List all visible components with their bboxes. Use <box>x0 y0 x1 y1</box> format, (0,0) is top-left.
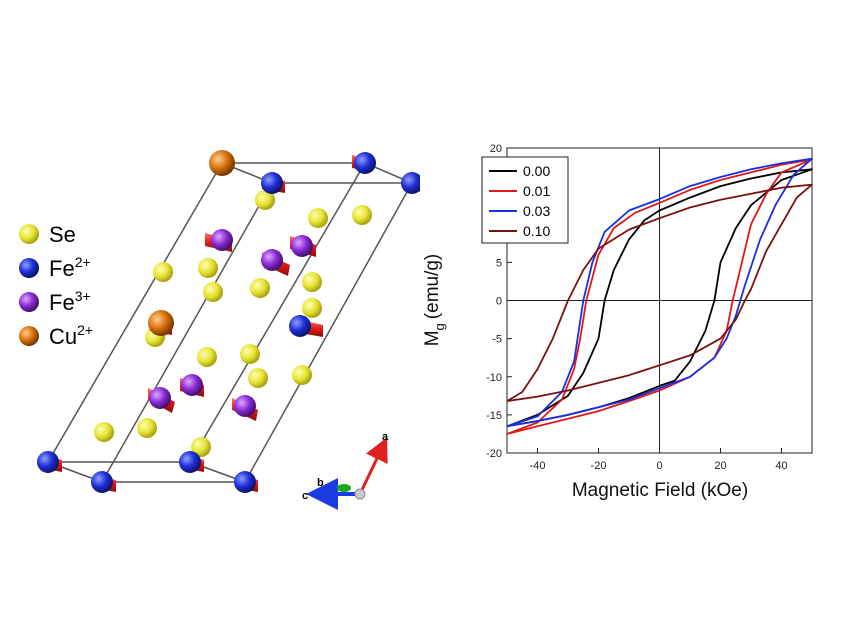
axis-c-label: c <box>302 490 308 502</box>
x-tick-label: -40 <box>530 460 546 472</box>
y-tick-label: 15 <box>490 181 502 193</box>
y-axis-label-main: M <box>422 330 443 346</box>
legend-box <box>481 156 569 244</box>
series-line-0.03 <box>506 157 813 428</box>
key-element: Cu <box>49 324 77 349</box>
legend: 0.00 0.01 0.03 0.10 <box>481 156 569 244</box>
key-charge: 3+ <box>75 288 91 304</box>
plot-frame <box>506 147 813 454</box>
y-axis-label-sub: g <box>432 323 447 330</box>
y-tick-label: 20 <box>490 143 502 155</box>
legend-label-0.10: 0.10 <box>523 223 550 239</box>
y-tick-label: 5 <box>496 257 502 269</box>
x-tick-label: 40 <box>775 460 787 472</box>
y-tick-label: -20 <box>486 448 502 460</box>
x-tick-label: -20 <box>591 460 607 472</box>
svg-text:Mg(emu/g): Mg (emu/g) <box>422 254 447 347</box>
cu2-atoms <box>148 150 235 336</box>
axes-triad: a b c <box>302 431 389 510</box>
y-tick-label: -5 <box>492 334 502 346</box>
y-axis-label-unit: (emu/g) <box>422 254 443 319</box>
key-label-2: Fe3+ <box>49 288 91 315</box>
y-tick-label: 10 <box>490 219 502 231</box>
fe3-atoms <box>149 229 313 417</box>
legend-label-0.00: 0.00 <box>523 163 550 179</box>
key-label-3: Cu2+ <box>49 322 93 349</box>
key-swatch-0 <box>19 224 39 244</box>
legend-label-0.03: 0.03 <box>523 203 550 219</box>
key-swatch-3 <box>19 326 39 346</box>
x-axis-label: Magnetic Field (kOe) <box>572 480 748 501</box>
x-tick-label: 0 <box>656 460 662 472</box>
y-tick-label: -10 <box>486 372 502 384</box>
y-tick-label: 0 <box>496 296 502 308</box>
plot-border <box>506 147 813 454</box>
series-line-0.00 <box>506 168 813 428</box>
key-label-1: Fe2+ <box>49 254 91 281</box>
series-line-0.01 <box>506 158 813 435</box>
x-tick-label: 20 <box>714 460 726 472</box>
legend-label-0.01: 0.01 <box>523 183 550 199</box>
series-group <box>506 157 813 435</box>
y-tick-label: -15 <box>486 410 502 422</box>
key-charge: 2+ <box>77 322 93 338</box>
ticks: -20 -15 -10 -5 0 5 10 15 20 -40 -20 0 20 40 <box>486 143 788 472</box>
key-label-0: Se <box>49 222 76 247</box>
y-axis-label: Mg (emu/g) <box>422 254 447 347</box>
axis-a-label: a <box>382 431 389 443</box>
key-element: Fe <box>49 290 75 315</box>
fe2-atoms <box>37 152 420 493</box>
se-atoms <box>94 190 372 457</box>
key-element: Fe <box>49 256 75 281</box>
key-charge: 2+ <box>75 254 91 270</box>
key-swatch-2 <box>19 292 39 312</box>
key-swatch-1 <box>19 258 39 278</box>
axis-b-label: b <box>317 477 324 489</box>
series-line-0.10 <box>506 183 813 402</box>
key-element: Se <box>49 222 76 247</box>
